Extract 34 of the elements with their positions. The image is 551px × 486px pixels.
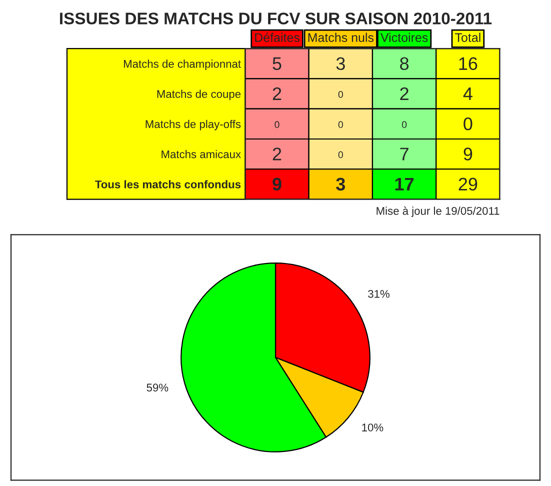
data-label: 0: [338, 91, 343, 98]
data-label: 0: [274, 121, 280, 128]
y-tick-label: Matchs de coupe: [157, 90, 241, 100]
data-label: 16: [459, 57, 478, 70]
y-tick-label: Matchs de championnat: [124, 60, 241, 70]
chart-title: ISSUES DES MATCHS DU FCV SUR SAISON 2010-2011: [60, 12, 492, 24]
y-tick-label: Matchs de play-offs: [146, 120, 241, 130]
x-tick-label: Total: [455, 32, 480, 42]
data-label: 0: [338, 151, 343, 158]
data-label: 3: [336, 178, 346, 191]
data-label: 9: [464, 148, 472, 160]
x-tick-label: Défaites: [255, 32, 300, 42]
y-tick-label: Tous les matchs confondus: [95, 180, 241, 188]
data-label: 7: [400, 148, 408, 160]
data-label: 3: [336, 57, 345, 70]
data-label: 0: [338, 121, 343, 128]
data-label: 17: [395, 178, 414, 190]
data-label: 29: [458, 178, 478, 191]
text: Mise à jour le 19/05/2011: [376, 206, 500, 218]
data-label: 2: [272, 148, 282, 160]
data-label: 0: [402, 121, 407, 128]
data-label: 10%: [362, 424, 384, 432]
data-label: 31%: [368, 290, 390, 298]
data-label: 2: [272, 87, 282, 100]
data-label: 5: [272, 57, 282, 70]
data-label: 9: [272, 178, 282, 191]
y-tick-label: Matchs amicaux: [162, 150, 241, 158]
data-label: 8: [400, 57, 409, 70]
x-tick-label: Matchs nuls: [308, 32, 374, 42]
data-label: 4: [463, 88, 472, 100]
data-label: 0: [464, 118, 472, 130]
x-tick-label: Victoires: [380, 32, 428, 42]
data-label: 59%: [146, 384, 168, 392]
data-label: 2: [400, 87, 408, 100]
